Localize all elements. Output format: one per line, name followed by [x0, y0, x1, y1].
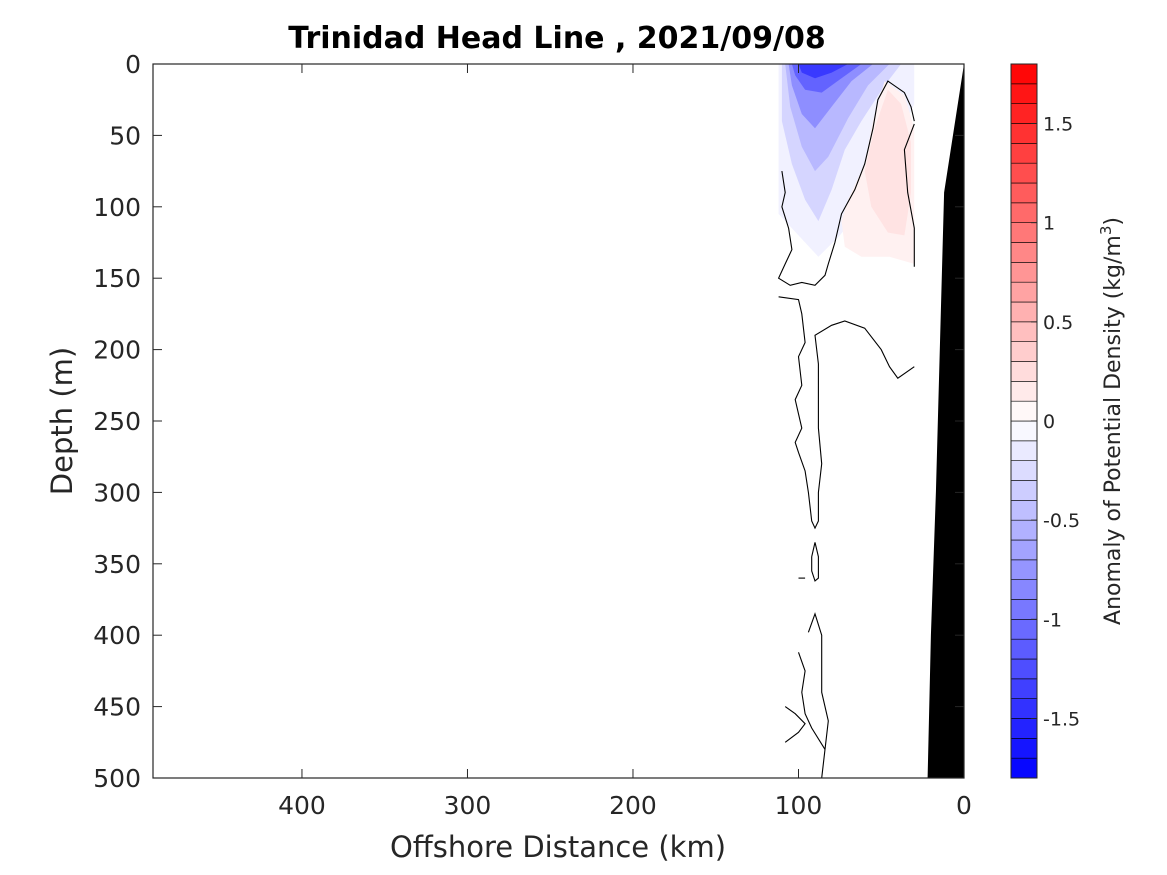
- colorbar-band: [1010, 341, 1038, 362]
- colorbar-band: [1010, 162, 1038, 184]
- colorbar-ticks: -1.5 -1 -0.5 0 0.5 1 1.5: [1031, 114, 1080, 731]
- x-axis: 400 300 200 100 0: [278, 64, 972, 820]
- colorbar-band: [1010, 579, 1038, 600]
- zero-contour-1: [903, 123, 915, 267]
- x-tick-label: 400: [278, 791, 326, 820]
- x-axis-title: Offshore Distance (km): [390, 830, 726, 864]
- colorbar-band: [1010, 202, 1038, 223]
- colorbar-band: [1010, 658, 1038, 680]
- colorbar-band: [1010, 242, 1038, 263]
- x-tick-label: 100: [775, 791, 823, 820]
- colorbar-band: [1010, 321, 1038, 342]
- chart-title: Trinidad Head Line , 2021/09/08: [288, 21, 825, 56]
- zero-contour-6: [797, 652, 826, 750]
- seafloor: [927, 64, 964, 778]
- zero-contour-0: [777, 80, 915, 286]
- colorbar-title: Anomaly of Potential Density (kg/m3): [1097, 217, 1126, 625]
- colorbar-band: [1010, 599, 1038, 620]
- colorbar-band: [1010, 638, 1038, 660]
- y-tick-label: 400: [93, 621, 141, 650]
- colorbar-band: [1010, 143, 1038, 164]
- colorbar-band: [1010, 500, 1038, 521]
- colorbar-band: [1010, 301, 1038, 323]
- colorbar-band: [1010, 619, 1038, 640]
- colorbar-band: [1010, 678, 1038, 699]
- x-tick-label: 200: [609, 791, 657, 820]
- zero-contour-2: [778, 296, 915, 530]
- colorbar-tick-label: 0.5: [1043, 312, 1073, 334]
- zero-contour-7: [784, 706, 806, 743]
- colorbar-band: [1010, 480, 1038, 501]
- colorbar-band: [1010, 420, 1038, 442]
- colorbar-band: [1010, 718, 1038, 739]
- colorbar-band: [1010, 381, 1038, 402]
- y-axis-title: Depth (m): [45, 347, 79, 495]
- colorbar-band: [1010, 103, 1038, 124]
- colorbar-band: [1010, 738, 1038, 759]
- colorbar-tick-label: 1: [1043, 213, 1055, 235]
- y-tick-label: 350: [93, 550, 141, 579]
- colorbar-band: [1010, 281, 1038, 303]
- colorbar-band: [1010, 539, 1038, 561]
- colorbar-band: [1010, 519, 1038, 541]
- colorbar-band: [1010, 698, 1038, 719]
- y-tick-label: 150: [93, 264, 141, 293]
- colorbar-band: [1010, 460, 1038, 481]
- colorbar-tick-label: 0: [1043, 411, 1055, 433]
- colorbar-tick-label: -1: [1043, 609, 1062, 631]
- colorbar-band: [1010, 222, 1038, 243]
- bathymetry: [927, 64, 964, 778]
- colorbar-band: [1010, 262, 1038, 283]
- colorbar-title-superscript: 3: [1097, 226, 1115, 236]
- contour-region-5: [798, 64, 849, 79]
- colorbar-tick-label: -1.5: [1043, 709, 1080, 731]
- colorbar-band: [1010, 559, 1038, 580]
- colorbar-band: [1010, 63, 1038, 85]
- colorbar-tick-label: -0.5: [1043, 510, 1080, 532]
- colorbar-band: [1010, 83, 1038, 104]
- y-tick-label: 500: [93, 764, 141, 793]
- y-tick-label: 100: [93, 193, 141, 222]
- colorbar-band: [1010, 757, 1038, 779]
- y-tick-label: 300: [93, 478, 141, 507]
- colorbar-band: [1010, 123, 1038, 144]
- y-tick-label: 50: [109, 121, 141, 150]
- zero-contour-5: [807, 612, 829, 778]
- x-tick-label: 0: [956, 791, 972, 820]
- y-tick-label: 250: [93, 407, 141, 436]
- y-tick-label: 200: [93, 336, 141, 365]
- y-tick-label: 0: [125, 50, 141, 79]
- colorbar-band: [1010, 182, 1038, 204]
- colorbar-band: [1010, 361, 1038, 382]
- x-tick-label: 300: [444, 791, 492, 820]
- y-tick-label: 450: [93, 693, 141, 722]
- colorbar-tick-label: 1.5: [1043, 114, 1073, 136]
- colorbar-title-close: ): [1101, 217, 1126, 226]
- y-axis: 0 50 100 150 200 250 300 350 400 450 500: [93, 50, 964, 793]
- zero-contour-3: [811, 542, 819, 582]
- contour-region-7: [864, 89, 911, 236]
- filled-contour-regions: [778, 64, 915, 264]
- colorbar-band: [1010, 400, 1038, 422]
- colorbar-band: [1010, 440, 1038, 461]
- zero-contour-lines: [777, 80, 915, 778]
